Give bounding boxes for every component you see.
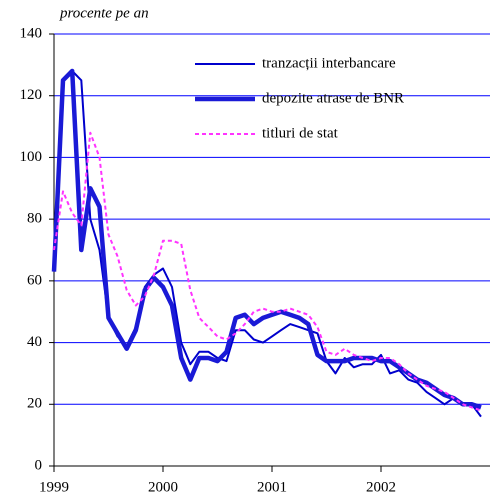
x-tick-label: 2001	[257, 479, 287, 495]
x-tick-label: 1999	[39, 479, 69, 495]
y-tick-label: 60	[27, 272, 42, 288]
y-tick-label: 20	[27, 396, 42, 412]
legend-label: titluri de stat	[262, 125, 339, 141]
series-line	[51, 68, 482, 410]
legend-label: tranzacții interbancare	[262, 55, 396, 71]
legend-label: depozite atrase de BNR	[262, 90, 404, 106]
y-tick-label: 100	[20, 149, 43, 165]
y-tick-label: 40	[27, 334, 42, 350]
series-line	[53, 70, 482, 418]
y-tick-label: 0	[35, 457, 43, 473]
y-tick-label: 140	[20, 25, 43, 41]
subtitle: procente pe an	[59, 5, 149, 21]
y-tick-label: 80	[27, 211, 42, 227]
y-tick-label: 120	[20, 87, 43, 103]
x-tick-label: 2002	[366, 479, 396, 495]
series-line	[53, 131, 482, 412]
x-tick-label: 2000	[148, 479, 178, 495]
